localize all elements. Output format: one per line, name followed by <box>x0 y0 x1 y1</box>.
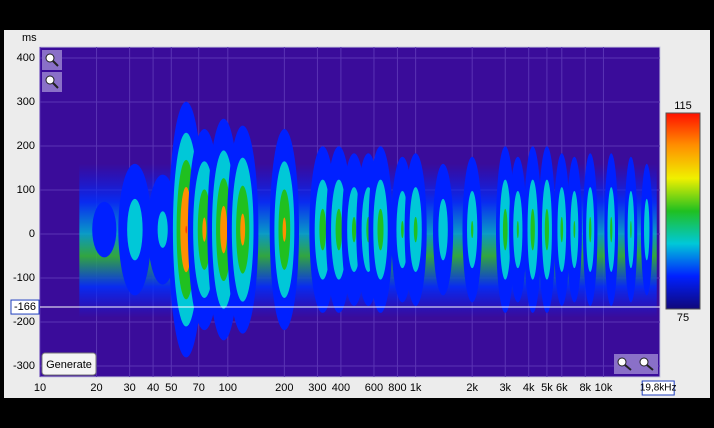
colorbar-min: 75 <box>677 312 689 324</box>
contour <box>401 221 404 239</box>
x-tick-label: 400 <box>332 382 350 394</box>
resonance <box>118 163 152 296</box>
x-zoom-icons[interactable] <box>614 354 658 374</box>
contour <box>573 221 576 239</box>
resonance <box>227 125 259 334</box>
contour <box>282 217 287 242</box>
contour <box>413 216 418 243</box>
contour <box>588 216 592 243</box>
contour <box>377 208 384 251</box>
resonance <box>566 156 582 303</box>
y-tick-label: 0 <box>29 228 35 240</box>
cursor-label: -166 <box>14 301 36 313</box>
x-tick-label: 30 <box>123 382 135 394</box>
axes: 10 20 30 40 50 70 100 200 300 400 600 800 1k 2k 3k 4k 5k… <box>13 52 613 394</box>
x-tick-label: 100 <box>219 382 237 394</box>
contour <box>319 208 327 251</box>
contour <box>644 198 650 261</box>
x-tick-label: 50 <box>165 382 177 394</box>
y-tick-label: 200 <box>17 140 35 152</box>
x-tick-label: 600 <box>365 382 383 394</box>
y-tick-label: -100 <box>13 272 35 284</box>
resonance <box>524 146 542 313</box>
button-label[interactable]: Generate <box>46 359 92 371</box>
resonance <box>553 153 570 306</box>
x-tick-label: 3k <box>499 382 511 394</box>
resonance <box>495 146 515 313</box>
resonance <box>269 129 300 331</box>
x-tick-label: 800 <box>388 382 406 394</box>
contour <box>351 216 357 243</box>
resonance <box>538 146 556 313</box>
y-tick-label: 100 <box>17 184 35 196</box>
y-tick-label: -300 <box>13 360 35 372</box>
contour <box>157 211 168 248</box>
resonance <box>368 146 393 313</box>
x-tick-label: 300 <box>308 382 326 394</box>
x-tick-label: 200 <box>275 382 293 394</box>
y-tick-label: 300 <box>17 96 35 108</box>
heatmap <box>79 101 657 358</box>
x-tick-label: 5k <box>541 382 553 394</box>
contour <box>240 213 246 246</box>
contour <box>560 216 564 243</box>
x-tick-label: 20 <box>90 382 102 394</box>
y-tick-label: 400 <box>17 52 35 64</box>
contour <box>544 208 550 251</box>
x-tick-label: 10 <box>34 382 46 394</box>
contour <box>202 217 207 242</box>
zoom-in-icon[interactable] <box>42 50 62 70</box>
contour <box>471 221 474 239</box>
contour <box>630 221 632 239</box>
generate-button[interactable]: Generate <box>41 352 97 376</box>
resonance <box>640 163 653 296</box>
colorbar-max: 115 <box>674 100 692 112</box>
x-tick-label: 6k <box>556 382 568 394</box>
contour <box>335 208 343 251</box>
resonance <box>92 201 117 258</box>
resonance <box>604 153 619 306</box>
contour <box>530 208 535 251</box>
x-tick-label: 70 <box>193 382 205 394</box>
contour <box>127 198 143 261</box>
contour <box>92 201 117 258</box>
contour <box>185 225 187 234</box>
x-tick-label: 4k <box>523 382 535 394</box>
y-tick-label: -200 <box>13 316 35 328</box>
resonance <box>509 156 527 303</box>
cursor-x-box <box>641 380 675 396</box>
resonance <box>582 153 598 306</box>
cursor-label-box <box>10 299 40 315</box>
x-tick-label: 40 <box>147 382 159 394</box>
contour <box>516 221 519 239</box>
zoom-out-icon[interactable] <box>42 72 62 92</box>
x-tick-label: 1k <box>410 382 422 394</box>
x-tick-label: 10k <box>595 382 613 394</box>
resonance <box>404 153 427 306</box>
x-tick-label: 2k <box>466 382 478 394</box>
y-unit: ms <box>22 32 37 44</box>
contour <box>610 216 613 243</box>
x-tick-label: 8k <box>579 382 591 394</box>
contour <box>438 198 448 261</box>
cursor-x-label: 19,8kHz <box>640 383 677 394</box>
colorbar <box>665 112 701 310</box>
resonance <box>624 156 638 303</box>
resonance <box>433 163 454 296</box>
resonance <box>462 156 482 303</box>
contour <box>220 205 228 254</box>
contour <box>502 208 508 251</box>
